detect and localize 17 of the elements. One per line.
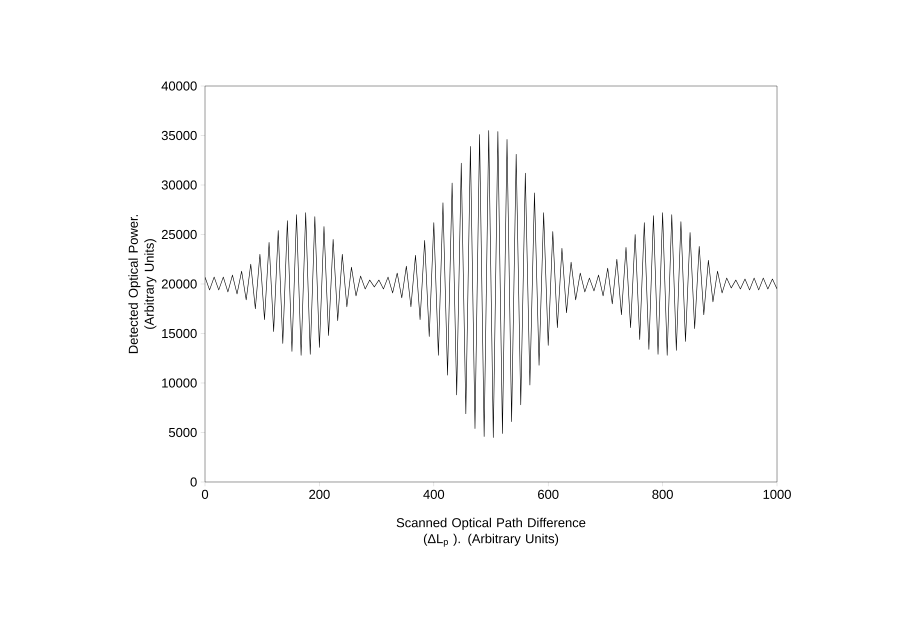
x-tick-label: 800	[652, 490, 673, 499]
x-tick-label: 600	[538, 490, 559, 499]
y-tick-label: 15000	[162, 328, 197, 338]
y-tick-label: 40000	[162, 81, 197, 91]
y-tick-label: 0	[190, 477, 197, 487]
y-axis-title: Detected Optical Power. (Arbitrary Units)	[128, 214, 156, 354]
x-tick-label: 1000	[764, 490, 791, 499]
y-tick-label: 35000	[162, 130, 197, 140]
y-tick-label: 20000	[162, 279, 197, 289]
x-axis-title: Scanned Optical Path Difference (ΔL$_{p}$ ). (Arbitrary Units)	[396, 518, 586, 547]
y-tick-label: 5000	[168, 428, 197, 438]
x-tick-label: 0	[202, 490, 208, 499]
y-tick-label: 30000	[162, 180, 197, 190]
y-tick-label: 25000	[162, 230, 197, 240]
y-tick-label: 10000	[162, 378, 197, 388]
x-tick-label: 400	[423, 490, 444, 499]
x-tick-label: 200	[309, 490, 330, 499]
